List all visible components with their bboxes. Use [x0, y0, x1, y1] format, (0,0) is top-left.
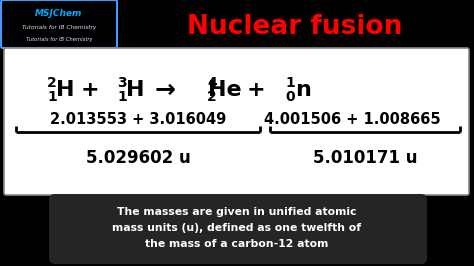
Text: mass units (u), defined as one twelfth of: mass units (u), defined as one twelfth o…: [112, 223, 362, 233]
Text: MSJChem: MSJChem: [35, 9, 82, 18]
Text: The masses are given in unified atomic: The masses are given in unified atomic: [117, 207, 357, 217]
Text: H: H: [126, 80, 144, 100]
Text: →: →: [155, 78, 175, 102]
Text: Tutorials for IB Chemistry: Tutorials for IB Chemistry: [26, 36, 92, 41]
Text: He: He: [208, 80, 242, 100]
Text: 2: 2: [47, 76, 57, 90]
Text: 5.010171 u: 5.010171 u: [313, 149, 417, 167]
Text: 3: 3: [117, 76, 127, 90]
Text: n: n: [295, 80, 311, 100]
Text: 2: 2: [207, 90, 217, 104]
Text: 4: 4: [207, 76, 217, 90]
Text: 2.013553 + 3.016049: 2.013553 + 3.016049: [50, 113, 226, 127]
Text: 5.029602 u: 5.029602 u: [86, 149, 191, 167]
Text: 1: 1: [117, 90, 127, 104]
FancyBboxPatch shape: [1, 0, 117, 48]
Text: 1: 1: [285, 76, 295, 90]
Text: 4.001506 + 1.008665: 4.001506 + 1.008665: [264, 113, 440, 127]
Text: the mass of a carbon-12 atom: the mass of a carbon-12 atom: [146, 239, 328, 249]
FancyBboxPatch shape: [49, 194, 427, 264]
Text: 1: 1: [47, 90, 57, 104]
Text: +: +: [81, 80, 100, 100]
Text: +: +: [246, 80, 265, 100]
Text: Tutorials for IB Chemistry: Tutorials for IB Chemistry: [22, 26, 96, 31]
Text: H: H: [56, 80, 74, 100]
Text: Nuclear fusion: Nuclear fusion: [187, 14, 403, 40]
Text: 0: 0: [285, 90, 295, 104]
FancyBboxPatch shape: [4, 48, 469, 195]
